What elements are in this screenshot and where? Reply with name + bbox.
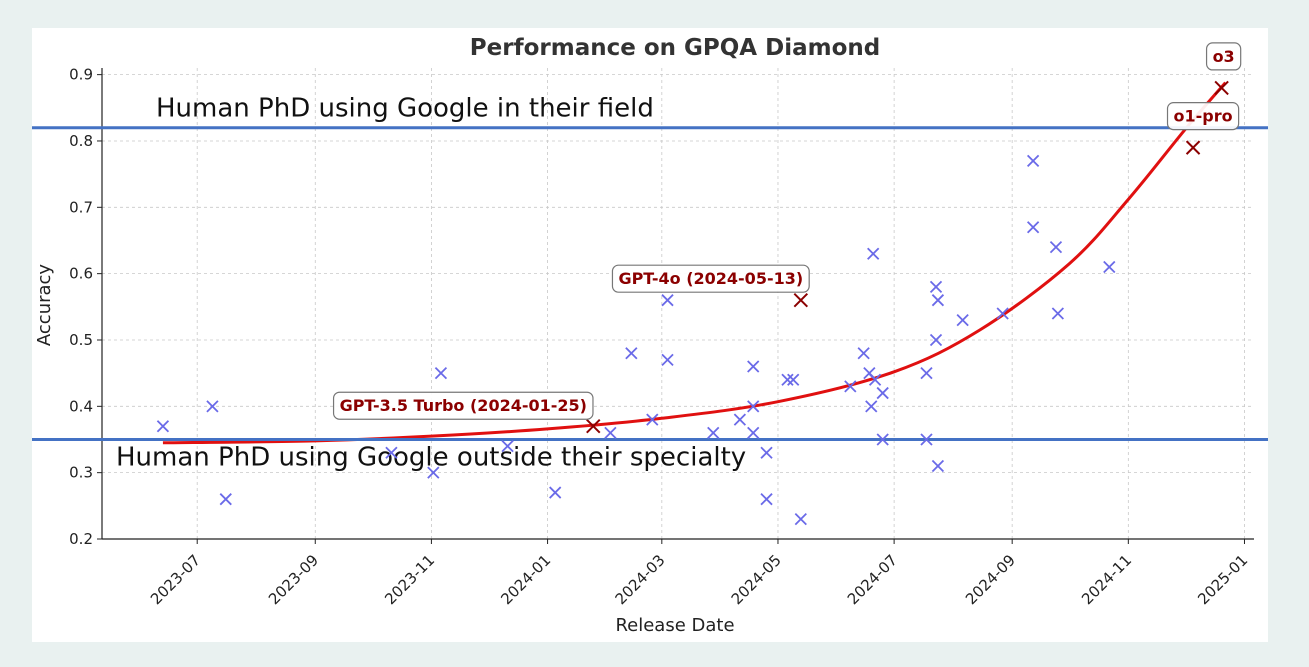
data-point [920, 367, 933, 380]
data-point [661, 353, 674, 367]
reference-line-label: Human PhD using Google outside their spe… [116, 442, 746, 472]
highlighted-point [1185, 140, 1201, 155]
x-tick-label: 2023-07 [147, 551, 204, 608]
x-axis-title: Release Date [615, 615, 734, 636]
x-tick-label: 2024-09 [962, 551, 1019, 608]
y-axis-title: Accuracy [34, 264, 55, 347]
data-point [787, 373, 800, 386]
highlighted-point [793, 292, 809, 308]
reference-line-label: Human PhD using Google in their field [156, 94, 654, 124]
data-point [857, 347, 870, 360]
y-tick-label: 0.4 [69, 397, 93, 415]
y-tick-label: 0.2 [69, 530, 93, 548]
data-point [931, 459, 945, 473]
data-point [549, 486, 562, 499]
annotation: o3 [1205, 42, 1242, 71]
data-point [876, 386, 889, 400]
data-points [156, 154, 1116, 526]
gpqa-chart: Human PhD using Google in their field Hum… [32, 35, 1268, 636]
data-point [219, 493, 232, 506]
x-tick-label: 2025-01 [1194, 551, 1251, 608]
data-point [760, 493, 773, 506]
data-point [747, 400, 760, 413]
annotation-box [611, 264, 810, 293]
trend-line-group [162, 81, 1227, 445]
data-point [1026, 154, 1040, 168]
trend-line [162, 81, 1227, 445]
annotation-box [1166, 102, 1240, 131]
annotation-label: GPT-4o (2024-05-13) [618, 269, 803, 288]
annotation: GPT-3.5 Turbo (2024-01-25) [332, 391, 594, 420]
x-tick-label: 2024-07 [844, 551, 901, 608]
data-point [661, 294, 674, 307]
chart-title: Performance on GPQA Diamond [470, 35, 880, 61]
reference-lines: Human PhD using Google in their field Hum… [32, 94, 1268, 472]
axes [101, 68, 1254, 540]
data-point [781, 373, 794, 386]
data-point [876, 433, 889, 446]
data-point [1051, 307, 1065, 320]
data-point [1049, 240, 1063, 254]
data-point [385, 446, 398, 459]
data-point [747, 426, 760, 439]
data-point [747, 360, 760, 373]
y-tick-label: 0.7 [69, 198, 93, 216]
data-point [920, 433, 933, 446]
data-point [996, 307, 1009, 320]
data-point [760, 446, 773, 459]
data-point [604, 426, 617, 439]
x-tick-label: 2024-03 [612, 551, 669, 608]
x-tick-label: 2024-05 [728, 551, 785, 608]
annotation: o1-pro [1166, 102, 1240, 131]
x-tick-label: 2023-11 [381, 551, 438, 608]
data-point [1103, 260, 1116, 274]
annotation: GPT-4o (2024-05-13) [611, 264, 810, 293]
data-point [868, 373, 882, 386]
data-point [733, 413, 747, 426]
data-point [929, 280, 943, 294]
data-point [956, 313, 969, 327]
highlighted-point [586, 419, 601, 434]
annotation-label: o3 [1213, 47, 1235, 66]
x-tick-label: 2024-11 [1078, 551, 1135, 608]
annotation-box [1205, 42, 1242, 71]
data-point [625, 347, 638, 360]
y-tick-label: 0.5 [69, 331, 93, 349]
data-point [646, 413, 659, 426]
y-tick-label: 0.3 [69, 464, 93, 482]
x-tick-label: 2024-01 [497, 551, 554, 608]
highlighted-points: GPT-3.5 Turbo (2024-01-25) GPT-4o (2024-0… [332, 42, 1242, 434]
data-point [427, 466, 440, 479]
y-tick-label: 0.6 [69, 265, 93, 283]
data-point [156, 420, 170, 433]
data-point [867, 247, 880, 260]
data-point [929, 333, 943, 347]
data-point [707, 426, 720, 439]
y-tick-label: 0.8 [69, 132, 93, 150]
data-point [794, 512, 807, 526]
annotation-label: o1-pro [1174, 107, 1233, 126]
data-point [1026, 221, 1040, 234]
data-point [865, 400, 878, 413]
data-point [434, 367, 448, 380]
data-point [206, 400, 219, 413]
y-tick-label: 0.9 [69, 66, 93, 84]
data-point [844, 380, 857, 393]
x-tick-label: 2023-09 [265, 551, 322, 608]
data-point [931, 294, 945, 307]
tick-labels: 0.2 0.3 0.4 0.5 0.6 0.7 0.8 0.9 2023-07 2023-09 20… [69, 66, 1251, 609]
annotation-box [332, 391, 594, 420]
annotation-label: GPT-3.5 Turbo (2024-01-25) [340, 396, 587, 415]
chart-card: Human PhD using Google in their field Hum… [32, 28, 1268, 642]
highlighted-point [1214, 80, 1229, 96]
data-point [501, 439, 514, 453]
